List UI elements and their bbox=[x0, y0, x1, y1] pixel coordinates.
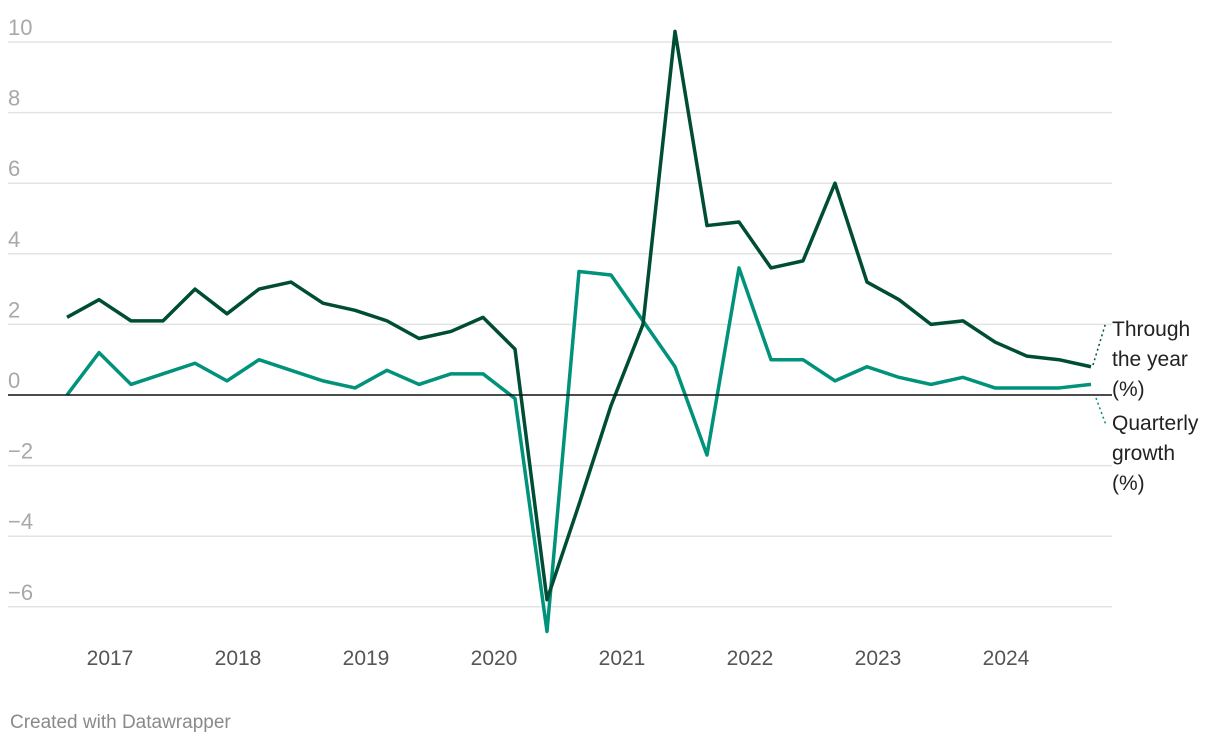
y-tick-label: 10 bbox=[8, 15, 32, 40]
series-line-quarterly-growth bbox=[65, 266, 1092, 634]
series-label: growth bbox=[1112, 442, 1175, 465]
y-tick-label: 4 bbox=[8, 227, 20, 252]
series-label: Through bbox=[1112, 318, 1190, 341]
x-tick-label: 2024 bbox=[983, 647, 1030, 670]
y-tick-label: 8 bbox=[8, 86, 20, 111]
x-tick-label: 2018 bbox=[215, 647, 262, 670]
series-label: the year bbox=[1112, 348, 1188, 371]
series-line-through-the-year bbox=[66, 29, 1092, 602]
x-tick-label: 2020 bbox=[471, 647, 518, 670]
x-tick-label: 2019 bbox=[343, 647, 390, 670]
y-tick-label: 0 bbox=[8, 368, 20, 393]
label-connector bbox=[1095, 397, 1107, 426]
line-chart: 10 8 6 4 2 0 −2 −4 −6 2017 2018 2019 2020 2021 2022 20… bbox=[8, 15, 1199, 670]
datawrapper-credit: Created with Datawrapper bbox=[10, 712, 231, 733]
series-label: (%) bbox=[1112, 472, 1145, 495]
y-tick-label: −4 bbox=[8, 509, 33, 534]
series-label: (%) bbox=[1112, 378, 1145, 401]
y-tick-label: −6 bbox=[8, 580, 33, 605]
x-tick-label: 2017 bbox=[87, 647, 134, 670]
y-tick-label: 6 bbox=[8, 156, 20, 181]
x-tick-label: 2023 bbox=[855, 647, 902, 670]
x-tick-label: 2022 bbox=[727, 647, 774, 670]
x-tick-label: 2021 bbox=[599, 647, 646, 670]
label-connector bbox=[1092, 321, 1107, 366]
series-label: Quarterly bbox=[1112, 412, 1199, 435]
y-tick-label: −2 bbox=[8, 439, 33, 464]
y-tick-label: 2 bbox=[8, 297, 20, 322]
